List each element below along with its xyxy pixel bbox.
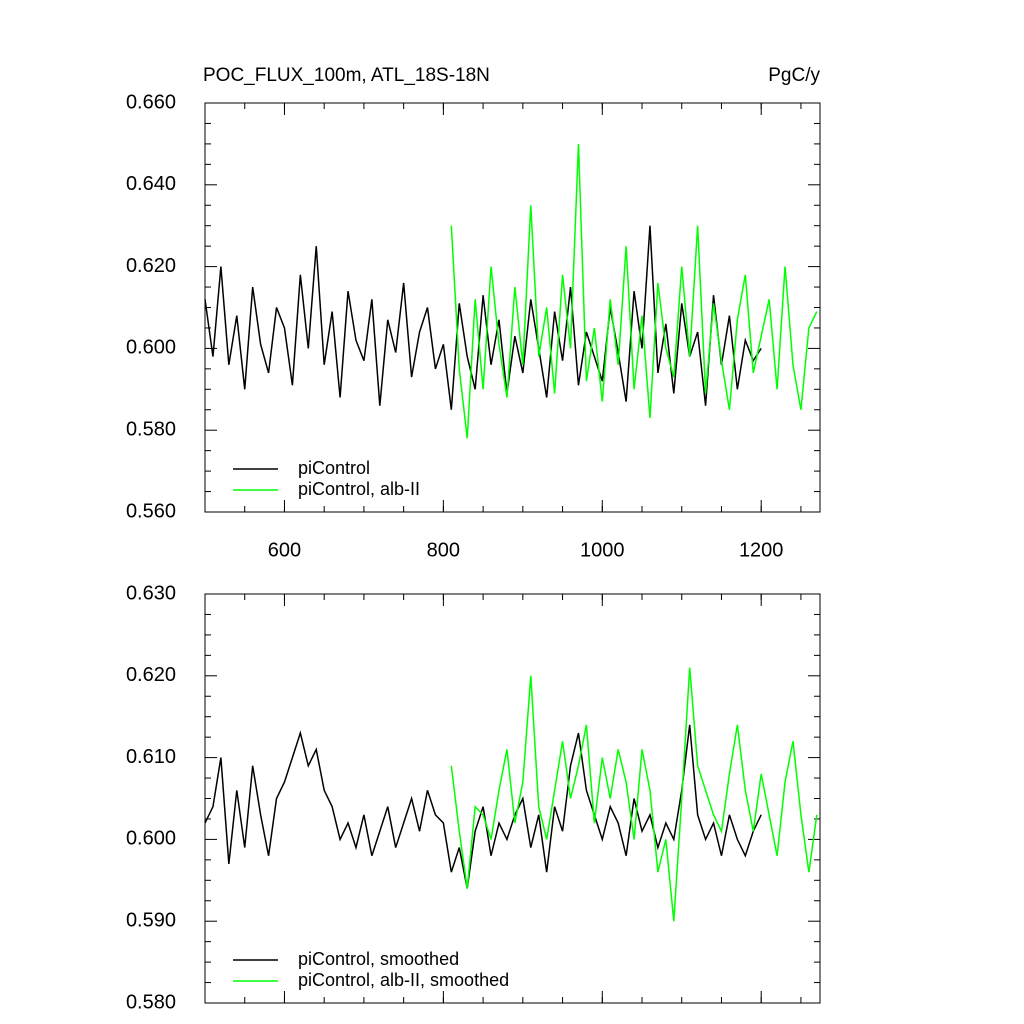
y-tick-label: 0.620	[126, 664, 176, 686]
x-tick-label: 1200	[739, 539, 784, 561]
x-tick-label: 1000	[580, 539, 625, 561]
y-tick-label: 0.600	[126, 337, 176, 359]
series-line	[204, 225, 762, 410]
series-line	[204, 724, 762, 889]
legend-label: piControl, smoothed	[298, 949, 459, 969]
y-tick-label: 0.560	[126, 500, 176, 522]
y-tick-label: 0.660	[126, 91, 176, 113]
legend-label: piControl, alb-II, smoothed	[298, 970, 509, 990]
units-label: PgC/y	[768, 65, 820, 86]
legend-label: piControl, alb-II	[298, 479, 420, 499]
legend-label: piControl	[298, 458, 370, 478]
y-tick-label: 0.620	[126, 255, 176, 277]
y-tick-label: 0.630	[126, 582, 176, 604]
y-tick-label: 0.580	[126, 991, 176, 1013]
chart-title: POC_FLUX_100m, ATL_18S-18N	[203, 65, 490, 86]
panel: POC_FLUX_100m, ATL_18S-18N PgC/y 0.560 0.58…	[126, 65, 821, 561]
series-line	[450, 143, 818, 439]
series-line	[450, 667, 818, 922]
x-tick-label: 800	[427, 539, 460, 561]
y-tick-label: 0.580	[126, 418, 176, 440]
plot-frame	[204, 102, 821, 513]
y-tick-label: 0.600	[126, 828, 176, 850]
x-tick-label: 600	[268, 539, 301, 561]
y-tick-label: 0.640	[126, 173, 176, 195]
y-tick-label: 0.610	[126, 746, 176, 768]
panel: 0.580 0.590 0.600 0.610 0.620 0.630 piControl,…	[126, 582, 821, 1013]
plot-frame	[204, 593, 821, 1004]
y-tick-label: 0.590	[126, 909, 176, 931]
